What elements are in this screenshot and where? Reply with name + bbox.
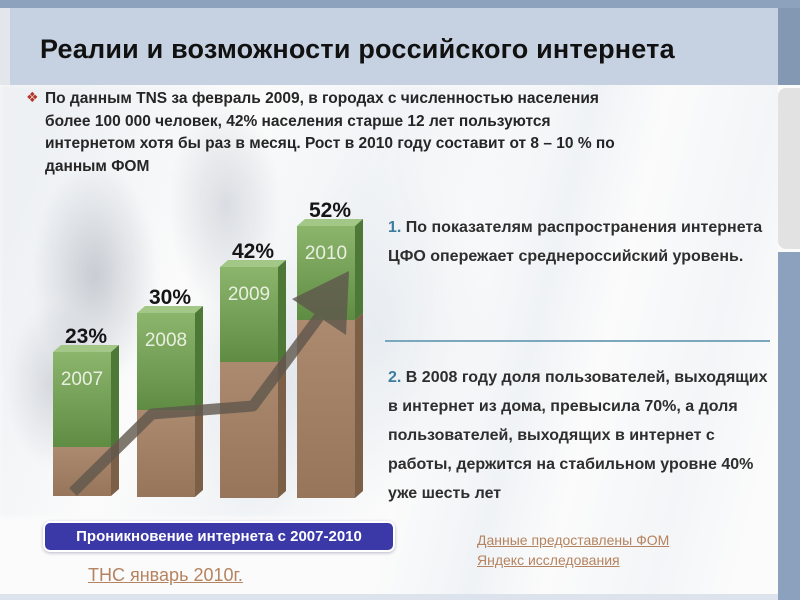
note-2-text: В 2008 году доля пользователей, выходящи… — [388, 369, 768, 502]
fom-data-link[interactable]: Данные предоставлены ФОМ — [477, 532, 670, 548]
note-1-number: 1. — [388, 219, 402, 236]
bar-value-label: 42% — [232, 240, 274, 263]
note-2-number: 2. — [388, 369, 402, 386]
footer-strip — [0, 594, 778, 600]
note-1-text: По показателям распространения интернета… — [388, 219, 763, 265]
yandex-research-link[interactable]: Яндекс исследования — [477, 552, 620, 568]
bar-value-label: 30% — [149, 286, 191, 309]
bar-value-label: 23% — [65, 325, 107, 348]
intro-text: По данным TNS за февраль 2009, в городах… — [45, 90, 615, 175]
bar-2008: 2008 30% — [137, 286, 203, 497]
bar-year-label: 2008 — [145, 330, 187, 351]
right-rail-top — [778, 8, 800, 85]
header-left-gap — [0, 8, 10, 85]
bar-2010: 2010 52% — [297, 199, 363, 498]
intro-paragraph: ❖ По данным TNS за февраль 2009, в город… — [26, 88, 630, 178]
bar-year-label: 2007 — [61, 369, 103, 390]
right-rail-gray-tab — [778, 88, 800, 249]
chart-caption-text: Проникновение интернета с 2007-2010 — [76, 528, 362, 545]
tns-link-wrap: ТНС январь 2010г. — [88, 565, 243, 586]
red-diamond-bullet-icon: ❖ — [26, 89, 39, 105]
bar-year-label: 2009 — [228, 284, 270, 305]
right-rail-blue — [778, 252, 800, 600]
chart-caption-box: Проникновение интернета с 2007-2010 — [43, 521, 395, 552]
page-title: Реалии и возможности российского интерне… — [40, 34, 675, 64]
bar-2009: 2009 42% — [220, 240, 286, 498]
bar-2007: 2007 23% — [53, 325, 119, 496]
trend-arrow — [69, 271, 349, 496]
top-strip — [0, 0, 800, 8]
header-band — [10, 8, 778, 85]
source-links: Данные предоставлены ФОМ Яндекс исследов… — [477, 530, 669, 570]
note-2: 2. В 2008 году доля пользователей, выход… — [388, 363, 772, 508]
bar-year-label: 2010 — [305, 243, 347, 264]
bar-value-label: 52% — [309, 199, 351, 222]
notes-divider — [385, 340, 770, 342]
note-1: 1. По показателям распространения интерн… — [388, 213, 772, 271]
tns-january-2010-link[interactable]: ТНС январь 2010г. — [88, 565, 243, 585]
